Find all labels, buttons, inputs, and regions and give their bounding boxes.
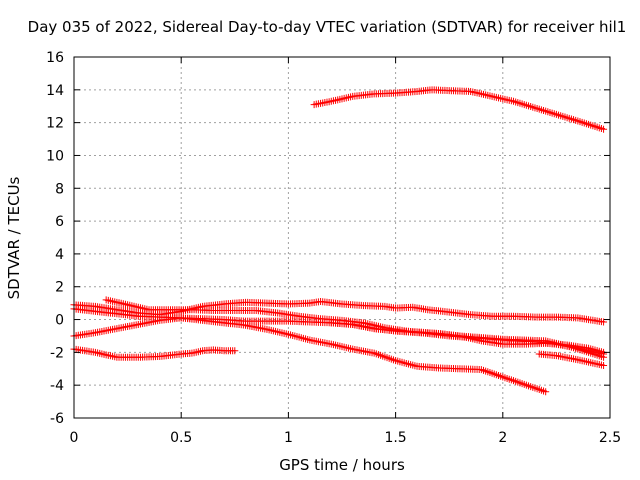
y-axis-label: SDTVAR / TECUs [5, 176, 23, 299]
grid [74, 57, 610, 418]
x-tick-label: 2 [498, 430, 507, 446]
y-tick-label: -6 [50, 411, 64, 427]
series-track-bottom-right [535, 350, 608, 369]
y-tick-label: 2 [55, 280, 64, 296]
series-track-high [310, 86, 608, 133]
y-tick-label: 10 [46, 148, 64, 164]
y-tick-label: 12 [46, 116, 64, 132]
ticks: 0 0.5 1 1.5 2 2.5 -6 -4 -2 0 2 4 6 8 10 12 14 16 [46, 50, 621, 446]
data-point [600, 125, 608, 133]
series-group [70, 86, 608, 396]
y-tick-label: 16 [46, 50, 64, 66]
x-tick-label: 1 [284, 430, 293, 446]
data-point [600, 318, 608, 326]
series-track-mid-b [327, 319, 608, 356]
y-tick-label: -4 [50, 378, 64, 394]
x-tick-label: 1.5 [384, 430, 406, 446]
x-axis-label: GPS time / hours [279, 456, 405, 474]
y-tick-label: -2 [50, 345, 64, 361]
data-point [231, 347, 239, 355]
y-tick-label: 4 [55, 247, 64, 263]
y-tick-label: 8 [55, 181, 64, 197]
data-point [600, 361, 608, 369]
y-tick-label: 0 [55, 313, 64, 329]
y-tick-label: 14 [46, 83, 64, 99]
x-tick-label: 0.5 [170, 430, 192, 446]
x-tick-label: 2.5 [599, 430, 621, 446]
data-point [542, 388, 550, 396]
chart-title: Day 035 of 2022, Sidereal Day-to-day VTE… [28, 18, 627, 36]
x-tick-label: 0 [70, 430, 79, 446]
y-tick-label: 6 [55, 214, 64, 230]
plot-border [73, 56, 611, 419]
series-track-bottom-left [70, 345, 239, 361]
